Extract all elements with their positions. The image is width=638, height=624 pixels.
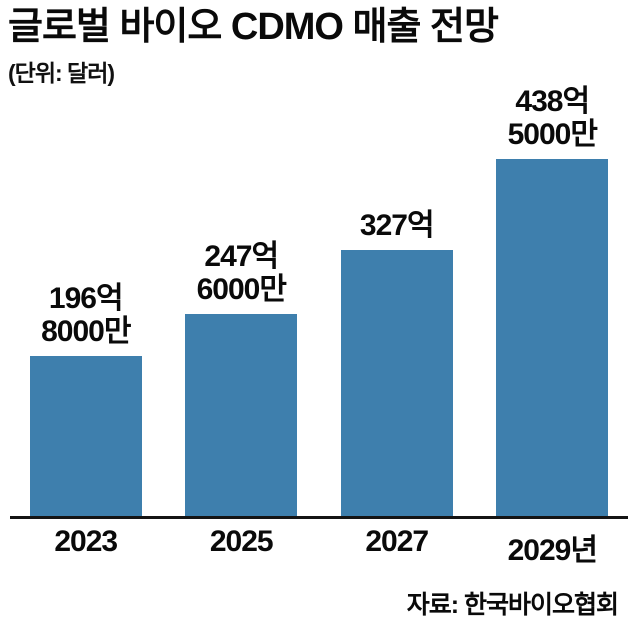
bar-value-label: 438억 5000만 [507,84,598,152]
plot-area: 196억 8000만 247억 6000만 327억 438억 5000만 [6,85,632,516]
x-axis-label: 2029년 [507,533,598,567]
x-axis-labels: 2023 2025 2027 2029년 [6,525,632,569]
x-axis-line [10,515,628,519]
source-label: 자료: 한국바이오협회 [406,590,619,619]
bar-column: 247억 6000만 [164,240,320,516]
bar-value-label: 196억 8000만 [41,281,131,349]
x-axis-label: 2023 [54,524,118,558]
x-axis-label: 2025 [209,524,274,558]
bar-column: 196억 8000만 [8,282,164,516]
bar-column: 438억 5000만 [475,85,631,516]
bar [29,355,142,516]
x-axis-label: 2027 [365,524,429,558]
bar-column: 327억 [319,209,475,516]
bar-value-label: 247억 6000만 [196,239,287,307]
bar [496,158,609,516]
bar [185,313,298,516]
bar-value-label: 327억 [359,209,435,243]
page-title: 글로벌 바이오 CDMO 매출 전망 [8,6,499,48]
bar [340,249,453,516]
unit-note: (단위: 달러) [8,59,115,86]
